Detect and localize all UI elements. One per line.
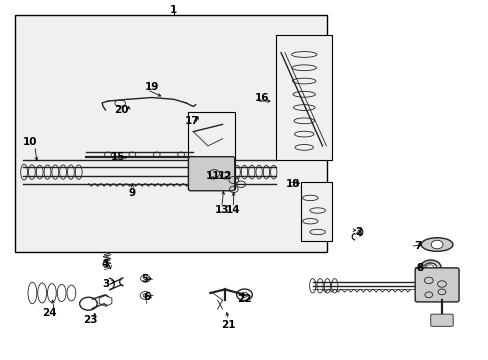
Circle shape <box>430 240 442 249</box>
Text: 13: 13 <box>214 206 228 216</box>
Ellipse shape <box>420 260 440 275</box>
Text: 23: 23 <box>82 315 97 325</box>
Text: 11: 11 <box>205 171 220 181</box>
Text: 7: 7 <box>413 241 421 251</box>
FancyBboxPatch shape <box>188 157 234 191</box>
Text: 12: 12 <box>217 171 232 181</box>
Bar <box>276 35 331 160</box>
Text: 24: 24 <box>42 308 57 318</box>
Text: 8: 8 <box>416 263 423 273</box>
Text: 10: 10 <box>22 138 37 147</box>
Text: 4: 4 <box>102 259 109 269</box>
Text: 15: 15 <box>110 152 125 162</box>
Ellipse shape <box>420 238 452 251</box>
Text: 9: 9 <box>128 188 136 198</box>
Text: 17: 17 <box>184 116 199 126</box>
Bar <box>300 182 331 241</box>
Text: 19: 19 <box>144 82 159 92</box>
FancyBboxPatch shape <box>414 268 458 302</box>
Circle shape <box>424 263 436 272</box>
Text: 20: 20 <box>114 105 129 115</box>
Text: 14: 14 <box>225 206 240 216</box>
Text: 22: 22 <box>237 294 251 304</box>
Text: 3: 3 <box>102 279 109 289</box>
Text: 1: 1 <box>170 5 177 15</box>
Text: 18: 18 <box>285 179 300 189</box>
Text: 2: 2 <box>355 227 362 237</box>
Bar <box>15 15 327 252</box>
Text: 21: 21 <box>221 320 235 330</box>
Text: 6: 6 <box>143 292 150 302</box>
Bar <box>188 112 234 189</box>
Text: 16: 16 <box>254 93 268 103</box>
FancyBboxPatch shape <box>430 314 452 326</box>
Text: 5: 5 <box>141 274 148 284</box>
